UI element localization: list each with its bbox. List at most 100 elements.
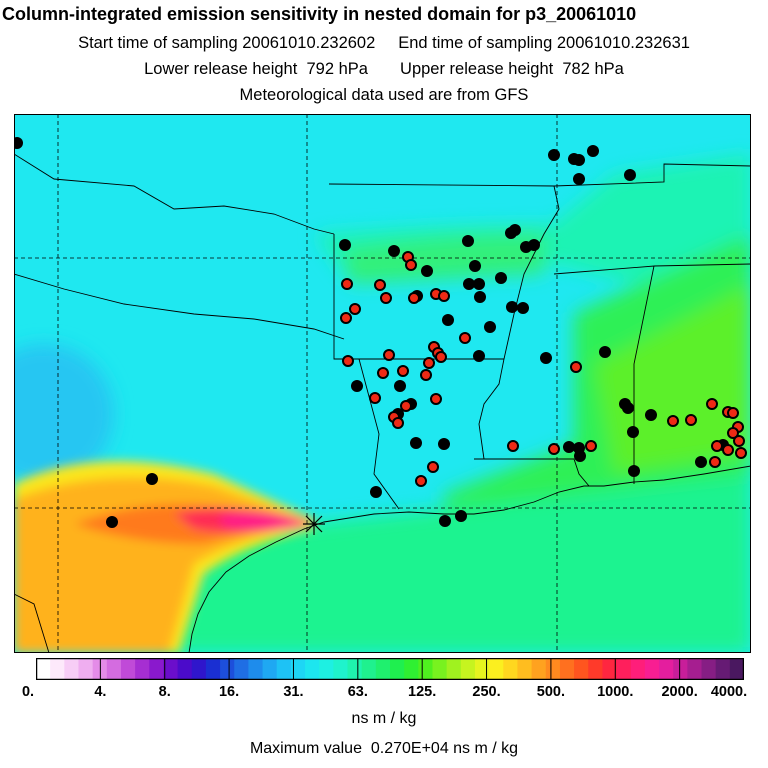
colorbar-segment [220,658,235,680]
point-black [438,438,450,450]
colorbar-segment [361,658,377,680]
colorbar-segment [149,658,165,680]
point-red [727,407,739,419]
point-red [548,443,560,455]
colorbar-segment [446,658,462,680]
border-alabama [653,263,751,267]
point-black [394,380,406,392]
river-red [14,273,345,340]
colorbar-segment [191,658,207,680]
colorbar-tick-label: 0. [21,684,35,700]
colorbar-segment [205,658,221,680]
point-red [435,351,447,363]
point-black [106,516,118,528]
point-red [427,461,439,473]
colorbar-segment [687,658,703,680]
colorbar-units: ns m / kg [351,710,417,727]
colorbar-segment [460,658,476,680]
sampling-time-line: Start time of sampling 20061010.232602 E… [78,34,690,52]
colorbar-segment [64,658,80,680]
colorbar-segment [644,658,660,680]
point-black [339,239,351,251]
colorbar-segment [78,658,94,680]
point-black [495,272,507,284]
colorbar-segment [234,658,249,680]
point-red [722,444,734,456]
point-red [405,259,417,271]
colorbar-segment [276,658,292,680]
colorbar-tick-label: 8. [158,684,171,700]
point-black [540,352,552,364]
point-black [506,301,518,313]
plume-peak [219,513,312,530]
release-height-line: Lower release height 792 hPa Upper relea… [144,60,624,78]
colorbar-segment [50,658,65,680]
colorbar-segment [517,658,533,680]
low-sensitivity-area [14,344,114,484]
colorbar-tick-label: 4. [94,684,107,700]
point-red [430,393,442,405]
point-black [624,169,636,181]
point-black [599,346,611,358]
point-black [573,154,585,166]
point-red [438,290,450,302]
point-red [392,417,404,429]
map-frame [14,114,751,653]
colorbar-segment [390,658,405,680]
border-mexico [14,593,50,653]
point-black [410,437,422,449]
colorbar-segment [559,658,575,680]
colorbar-segment [489,658,504,680]
colorbar-tick-label: 2000. [661,684,698,700]
colorbar-segment [333,658,349,680]
colorbar-frame [36,658,744,680]
point-black [517,302,529,314]
colorbar-segment [36,658,51,680]
maximum-value-label: Maximum value 0.270E+04 ns m / kg [249,740,519,757]
point-red [459,332,471,344]
point-black [473,350,485,362]
point-black [509,224,521,236]
point-black [473,278,485,290]
colorbar-segment [262,658,278,680]
point-red [709,456,721,468]
point-red [585,440,597,452]
colorbar-segment [673,658,688,680]
colorbar-segment [248,658,264,680]
point-black [574,450,586,462]
point-black [442,314,454,326]
point-red [400,400,412,412]
colorbar-segment [375,658,391,680]
point-red [706,398,718,410]
colorbar-segment [319,658,334,680]
point-red [340,312,352,324]
colorbar-segment [305,658,320,680]
point-black [622,402,634,414]
point-black [528,239,540,251]
point-red [667,415,679,427]
point-red [408,292,420,304]
point-black [388,245,400,257]
colorbar-tick-label: 4000. [710,684,748,700]
colorbar-segment [701,658,717,680]
colorbar [36,658,744,680]
colorbar-segment [106,658,122,680]
point-red [383,349,395,361]
colorbar-segment [404,658,419,680]
colorbar-tick-label: 250. [472,684,501,700]
point-black [573,173,585,185]
point-red [377,367,389,379]
colorbar-segment [163,658,179,680]
point-black [474,291,486,303]
point-red [369,392,381,404]
point-red [415,475,427,487]
colorbar-segment [659,658,674,680]
figure-title: Column-integrated emission sensitivity i… [2,4,637,24]
colorbar-segment [715,658,731,680]
emission-sensitivity-map [14,114,751,653]
point-red [341,278,353,290]
colorbar-segment [616,658,632,680]
colorbar-segment [135,658,150,680]
point-red [342,355,354,367]
colorbar-segment [177,658,193,680]
